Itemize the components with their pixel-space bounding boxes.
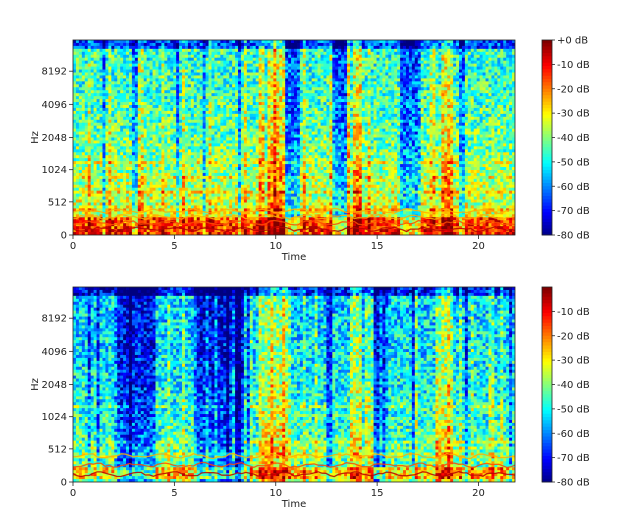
spec2-harmonic-line: [73, 470, 515, 478]
spec2-x-tick-label: 5: [171, 488, 177, 499]
spec2-colorbar-tick-label: -30 dB: [557, 356, 590, 367]
spec2-colorbar-tick-label: -80 dB: [557, 478, 590, 489]
spec2-colorbar-tick-label: -20 dB: [557, 331, 590, 342]
spec1-colorbar: +0 dB -10 dB -20 dB -30 dB -40 dB -50 dB -60 d…: [541, 36, 590, 242]
spec1-harmonic-line: [73, 219, 515, 226]
spec1-y-tick-label: 1024: [42, 165, 67, 176]
spec1-harmonic-line: [73, 213, 515, 221]
spec1-colorbar-tick-label: -30 dB: [557, 109, 590, 120]
spec2-y-tick-label: 4096: [42, 347, 67, 358]
spec2-x-tick-label: 0: [70, 488, 76, 499]
spec1-x-axis-label: Time: [281, 252, 306, 263]
spec2-x-axis-label: Time: [281, 499, 306, 510]
spec1-y-axis-label: Hz: [30, 131, 41, 144]
spec2-colorbar-tick-label: -70 dB: [557, 453, 590, 464]
spec2-harmonic-line: [73, 452, 515, 460]
spec2-x-tick-label: 10: [269, 488, 282, 499]
spec1-harmonic-line: [73, 207, 515, 215]
spec2-y-tick-label: 8192: [42, 314, 67, 325]
spec1-panel: 0 5 10 15 20 0 512 1024 2048 4096 8192 Time Hz +0 dB -…: [30, 36, 590, 264]
spec2-x-tick-label: 20: [472, 488, 485, 499]
spec1-y-tick-label: 2048: [42, 133, 67, 144]
spec1-y-tick-label: 0: [61, 231, 67, 242]
spec1-harmonic-line: [73, 226, 515, 233]
spec2-x-tick-label: 15: [371, 488, 384, 499]
spec1-colorbar-tick-label: -20 dB: [557, 84, 590, 95]
spec1-x-tick-label: 10: [269, 241, 282, 252]
spec1-colorbar-tick-label: -70 dB: [557, 206, 590, 217]
spec2-colorbar-tick-label: -40 dB: [557, 380, 590, 391]
spec2-y-tick-label: 512: [48, 444, 67, 455]
spec2-panel: 0 5 10 15 20 0 512 1024 2048 4096 8192 Time Hz -10 dB…: [30, 286, 590, 510]
spec2-colorbar-tick-label: -10 dB: [557, 307, 590, 318]
spec2-y-tick-label: 0: [61, 478, 67, 489]
spec2-colorbar-tick-label: -60 dB: [557, 429, 590, 440]
spec1-y-tick-label: 4096: [42, 100, 67, 111]
spec1-colorbar-tick-label: -60 dB: [557, 182, 590, 193]
spec2-colorbar-tick-label: -50 dB: [557, 404, 590, 415]
spec1-colorbar-tick-label: -10 dB: [557, 60, 590, 71]
spec1-x-tick-label: 5: [171, 241, 177, 252]
spec1-x-tick-label: 0: [70, 241, 76, 252]
spec2-y-tick-label: 2048: [42, 380, 67, 391]
spec2-harmonic-line: [73, 461, 515, 469]
spec1-y-tick-label: 512: [48, 197, 67, 208]
spec2-spectrogram-image: [73, 287, 515, 482]
spec2-colorbar: -10 dB -20 dB -30 dB -40 dB -50 dB -60 dB -70 …: [541, 286, 590, 489]
spec1-x-tick-label: 15: [371, 241, 384, 252]
spec2-y-tick-label: 1024: [42, 412, 67, 423]
spec1-colorbar-tick-label: -80 dB: [557, 231, 590, 242]
spec1-x-tick-label: 20: [472, 241, 485, 252]
spec1-y-tick-label: 8192: [42, 67, 67, 78]
spec1-spectrogram-image: [73, 40, 515, 235]
spec2-y-axis-label: Hz: [30, 378, 41, 391]
spec1-colorbar-tick-label: -50 dB: [557, 157, 590, 168]
spec1-colorbar-tick-label: -40 dB: [557, 133, 590, 144]
spec1-colorbar-tick-label: +0 dB: [557, 36, 588, 47]
